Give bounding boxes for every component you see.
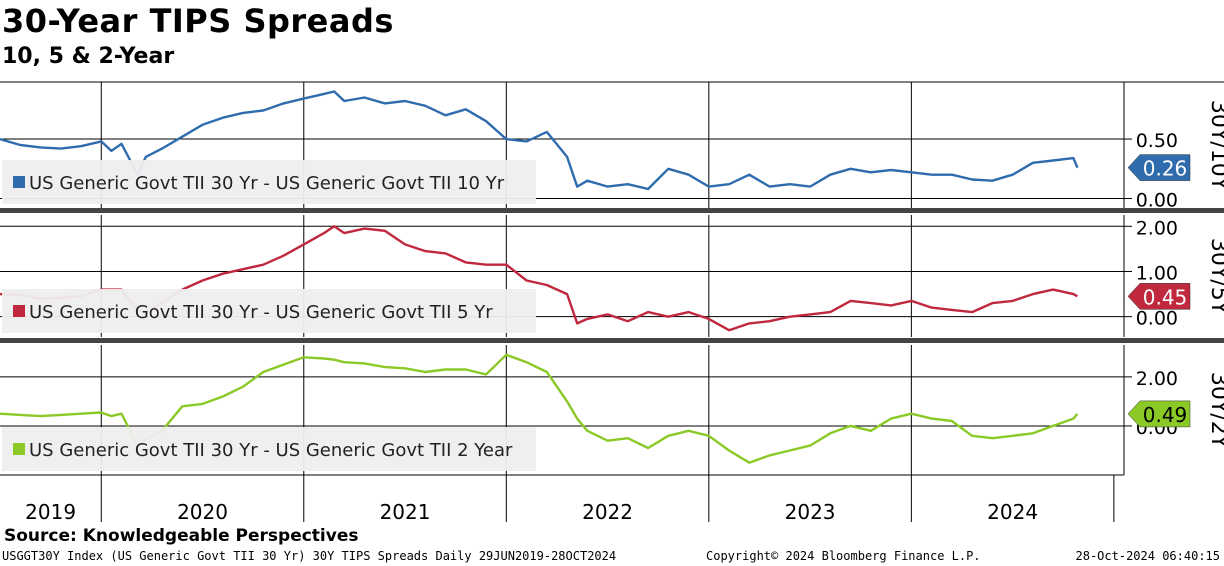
x-tick-label: 2021 [380, 500, 431, 524]
last-value-label: 0.45 [1143, 285, 1188, 309]
panel-label: 30Y/10Y [1206, 100, 1224, 191]
footer-timestamp: 28-Oct-2024 06:40:15 [1075, 549, 1221, 563]
legend-box [2, 289, 536, 333]
last-value-tag [1127, 400, 1191, 428]
x-tick-label: 2019 [25, 500, 76, 524]
legend-swatch [13, 176, 25, 188]
legend-box [2, 160, 536, 204]
x-tick-label: 2022 [582, 500, 633, 524]
x-tick-label: 2024 [987, 500, 1038, 524]
footer-copyright: Copyright© 2024 Bloomberg Finance L.P. [706, 549, 981, 563]
chart-title: 30-Year TIPS Spreads [2, 2, 394, 40]
legend-label: US Generic Govt TII 30 Yr - US Generic G… [29, 173, 505, 194]
panel-label: 30Y/2Y [1206, 372, 1224, 449]
y-tick-label: 1.00 [1136, 262, 1178, 284]
y-tick-label: 0.50 [1136, 130, 1178, 152]
legend-label: US Generic Govt TII 30 Yr - US Generic G… [29, 440, 513, 461]
source-note: Source: Knowledgeable Perspectives [4, 526, 359, 546]
y-tick-label: 2.00 [1136, 217, 1178, 239]
legend-box [2, 427, 536, 471]
x-tick-label: 2023 [785, 500, 836, 524]
legend-swatch [13, 305, 25, 317]
legend-swatch [13, 443, 25, 455]
panel-label: 30Y/5Y [1206, 238, 1224, 315]
last-value-label: 0.26 [1143, 157, 1188, 181]
series-line [0, 90, 1079, 191]
x-tick-label: 2020 [177, 500, 228, 524]
last-value-tag [1127, 283, 1191, 310]
footer-index-info: USGGT30Y Index (US Generic Govt TII 30 Y… [2, 549, 617, 563]
last-value-label: 0.49 [1143, 403, 1188, 427]
last-value-tag [1127, 154, 1191, 181]
legend-label: US Generic Govt TII 30 Yr - US Generic G… [29, 302, 493, 323]
y-tick-label: 2.00 [1136, 368, 1178, 390]
panel-separator [0, 338, 1224, 343]
y-tick-label: 0.00 [1136, 189, 1178, 211]
panel-separator [0, 208, 1224, 213]
y-tick-label: 0.00 [1136, 308, 1178, 330]
chart-subtitle: 10, 5 & 2-Year [2, 44, 175, 69]
